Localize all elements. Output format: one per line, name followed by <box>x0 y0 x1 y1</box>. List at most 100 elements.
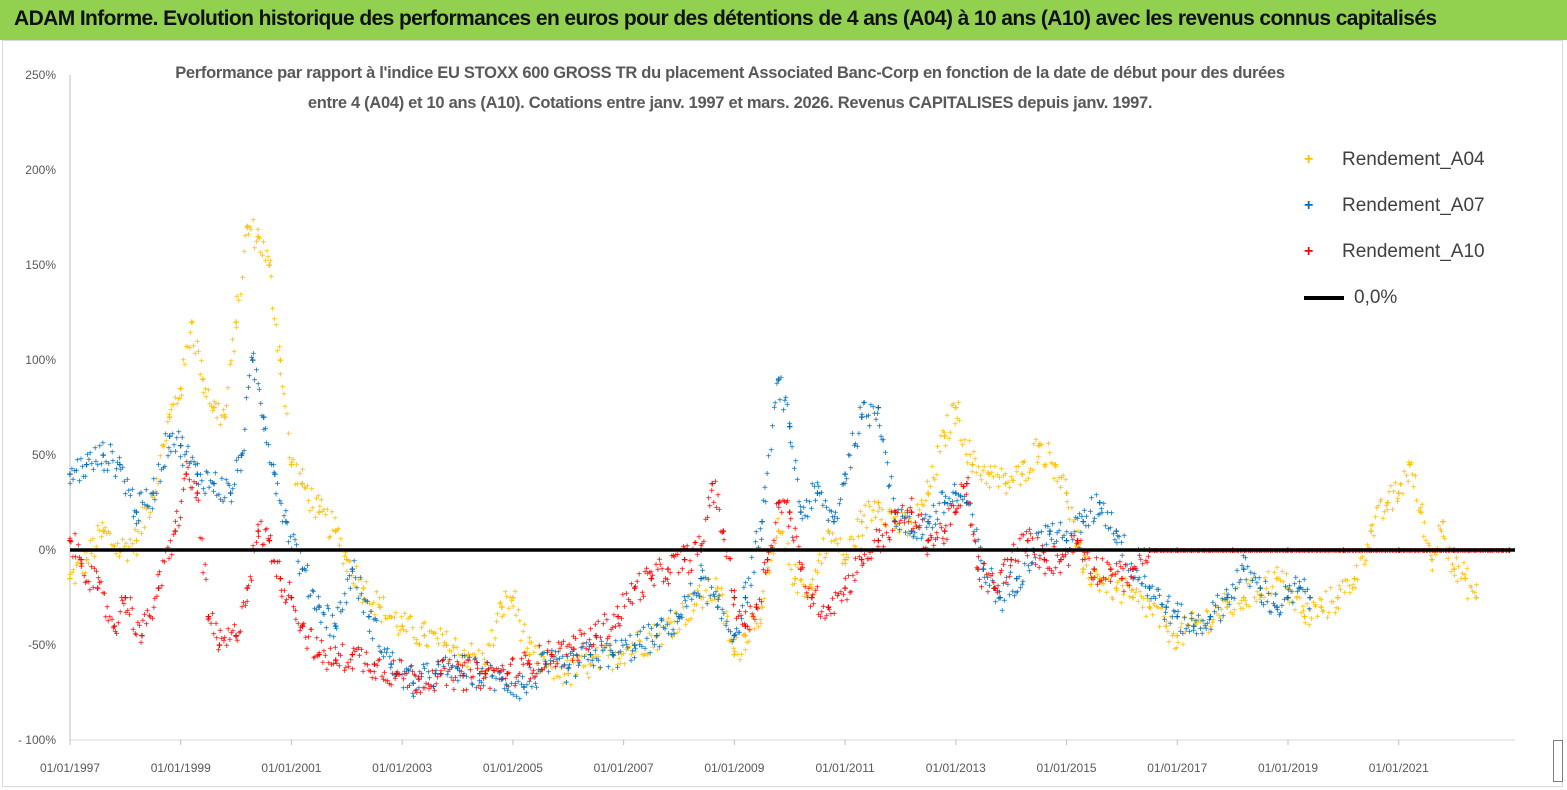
data-point: + <box>194 469 200 481</box>
data-point: + <box>705 575 711 586</box>
data-point: + <box>619 614 625 625</box>
data-point: + <box>278 499 284 510</box>
resize-handle[interactable] <box>1553 740 1563 782</box>
data-point: + <box>1318 602 1324 614</box>
data-point: + <box>504 669 510 681</box>
data-point: + <box>641 592 647 603</box>
data-point: + <box>326 533 332 544</box>
data-point: + <box>231 347 237 358</box>
data-point: + <box>1240 564 1246 576</box>
data-point: + <box>709 479 715 491</box>
data-point: + <box>185 343 191 354</box>
data-point: + <box>711 498 717 509</box>
data-point: + <box>917 522 923 533</box>
data-point: + <box>129 485 135 496</box>
data-point: + <box>342 589 348 600</box>
data-point: + <box>627 597 633 608</box>
axes: 250%200%150%100%50%0%-50%- 100%01/01/199… <box>18 68 1515 775</box>
data-point: + <box>178 497 184 508</box>
data-point: + <box>432 629 438 640</box>
data-point: + <box>581 629 587 640</box>
data-point: + <box>470 680 476 691</box>
data-point: + <box>428 682 434 693</box>
data-point: + <box>868 554 874 565</box>
data-point: + <box>300 620 306 631</box>
data-point: + <box>1404 471 1410 482</box>
data-point: + <box>537 641 543 652</box>
data-point: + <box>249 576 255 587</box>
data-point: + <box>99 518 105 529</box>
data-point: + <box>866 411 872 422</box>
data-point: + <box>1301 607 1307 618</box>
data-point: + <box>929 524 935 535</box>
data-point: + <box>1274 606 1280 617</box>
data-point: + <box>1180 640 1186 651</box>
data-point: + <box>637 627 643 638</box>
data-point: + <box>212 468 218 479</box>
data-point: + <box>542 663 548 674</box>
data-point: + <box>121 599 127 610</box>
data-point: + <box>464 672 470 683</box>
data-point: + <box>199 356 205 367</box>
data-point: + <box>985 573 991 584</box>
data-point: + <box>884 529 890 540</box>
data-point: + <box>498 667 504 678</box>
data-point: + <box>1109 593 1115 604</box>
data-point: + <box>995 581 1001 592</box>
data-point: + <box>917 506 923 517</box>
data-point: + <box>142 523 148 534</box>
data-point: + <box>868 400 874 411</box>
y-tick-label: 200% <box>25 163 56 177</box>
data-point: + <box>674 628 680 639</box>
data-point: + <box>1017 481 1023 492</box>
data-point: + <box>1220 596 1226 607</box>
data-point: + <box>78 455 84 466</box>
data-point: + <box>166 431 172 443</box>
data-point: + <box>205 615 211 626</box>
data-point: + <box>908 507 914 519</box>
data-point: + <box>347 571 353 582</box>
data-point: + <box>338 534 344 545</box>
data-point: + <box>441 641 447 652</box>
data-point: + <box>828 610 834 621</box>
data-point: + <box>142 501 148 512</box>
data-point: + <box>740 620 746 631</box>
data-point: + <box>980 564 986 576</box>
data-point: + <box>799 514 805 525</box>
data-point: + <box>669 551 675 562</box>
data-point: + <box>577 626 583 637</box>
data-point: + <box>919 496 925 507</box>
data-point: + <box>1292 605 1298 616</box>
data-point: + <box>753 602 759 614</box>
data-point: + <box>489 672 495 683</box>
data-point: + <box>1401 467 1407 478</box>
data-point: + <box>807 497 813 508</box>
data-point: + <box>568 649 574 660</box>
data-point: + <box>120 535 126 546</box>
data-point: + <box>656 642 662 653</box>
data-point: + <box>1135 575 1141 586</box>
data-point: + <box>322 651 328 662</box>
data-point: + <box>967 436 973 447</box>
data-point: + <box>760 496 766 507</box>
data-point: + <box>286 429 292 440</box>
data-point: + <box>1114 538 1120 549</box>
data-point: + <box>1411 482 1417 493</box>
data-point: + <box>704 599 710 610</box>
legend-item-a07: + Rendement_A07 <box>1282 191 1512 221</box>
data-point: + <box>578 643 584 654</box>
data-point: + <box>150 488 156 500</box>
data-point: + <box>570 655 576 666</box>
data-point: + <box>1040 546 1046 557</box>
data-point: + <box>81 547 87 558</box>
data-point: + <box>1116 576 1122 587</box>
data-point: + <box>352 647 358 658</box>
data-point: + <box>291 530 297 541</box>
data-point: + <box>588 651 594 662</box>
data-point: + <box>1030 559 1036 570</box>
data-point: + <box>356 594 362 605</box>
data-point: + <box>907 503 913 514</box>
data-point: + <box>882 520 888 531</box>
data-point: + <box>775 498 781 510</box>
data-point: + <box>287 453 293 464</box>
